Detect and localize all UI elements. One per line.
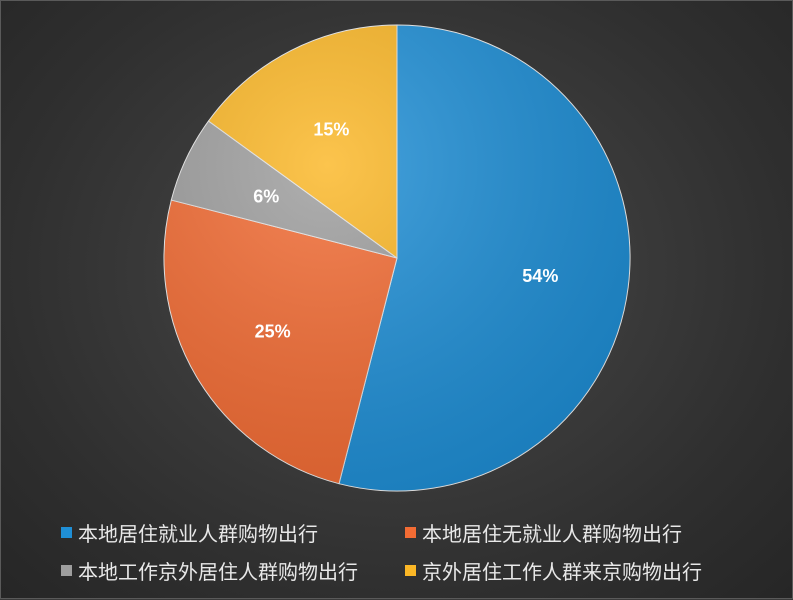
legend-item: 京外居住工作人群来京购物出行 — [405, 556, 702, 585]
legend-swatch — [405, 526, 416, 538]
legend: 本地居住就业人群购物出行 本地居住无就业人群购物出行 本地工作京外居住人群购物出… — [61, 513, 761, 589]
legend-label: 本地居住就业人群购物出行 — [78, 521, 318, 546]
legend-swatch — [61, 564, 72, 576]
slice-data-label: 15% — [313, 119, 349, 139]
legend-item: 本地工作京外居住人群购物出行 — [61, 556, 405, 585]
legend-swatch — [405, 564, 416, 576]
legend-label: 京外居住工作人群来京购物出行 — [422, 559, 702, 584]
legend-label: 本地居住无就业人群购物出行 — [422, 521, 682, 546]
legend-label: 本地工作京外居住人群购物出行 — [78, 559, 358, 584]
slice-data-label: 6% — [253, 186, 279, 206]
slice-data-label: 54% — [522, 266, 558, 286]
slice-data-label: 25% — [255, 322, 291, 342]
legend-swatch — [61, 526, 72, 538]
legend-row: 本地工作京外居住人群购物出行 京外居住工作人群来京购物出行 — [61, 551, 761, 589]
legend-row: 本地居住就业人群购物出行 本地居住无就业人群购物出行 — [61, 513, 761, 551]
legend-item: 本地居住无就业人群购物出行 — [405, 518, 682, 547]
legend-item: 本地居住就业人群购物出行 — [61, 518, 405, 547]
